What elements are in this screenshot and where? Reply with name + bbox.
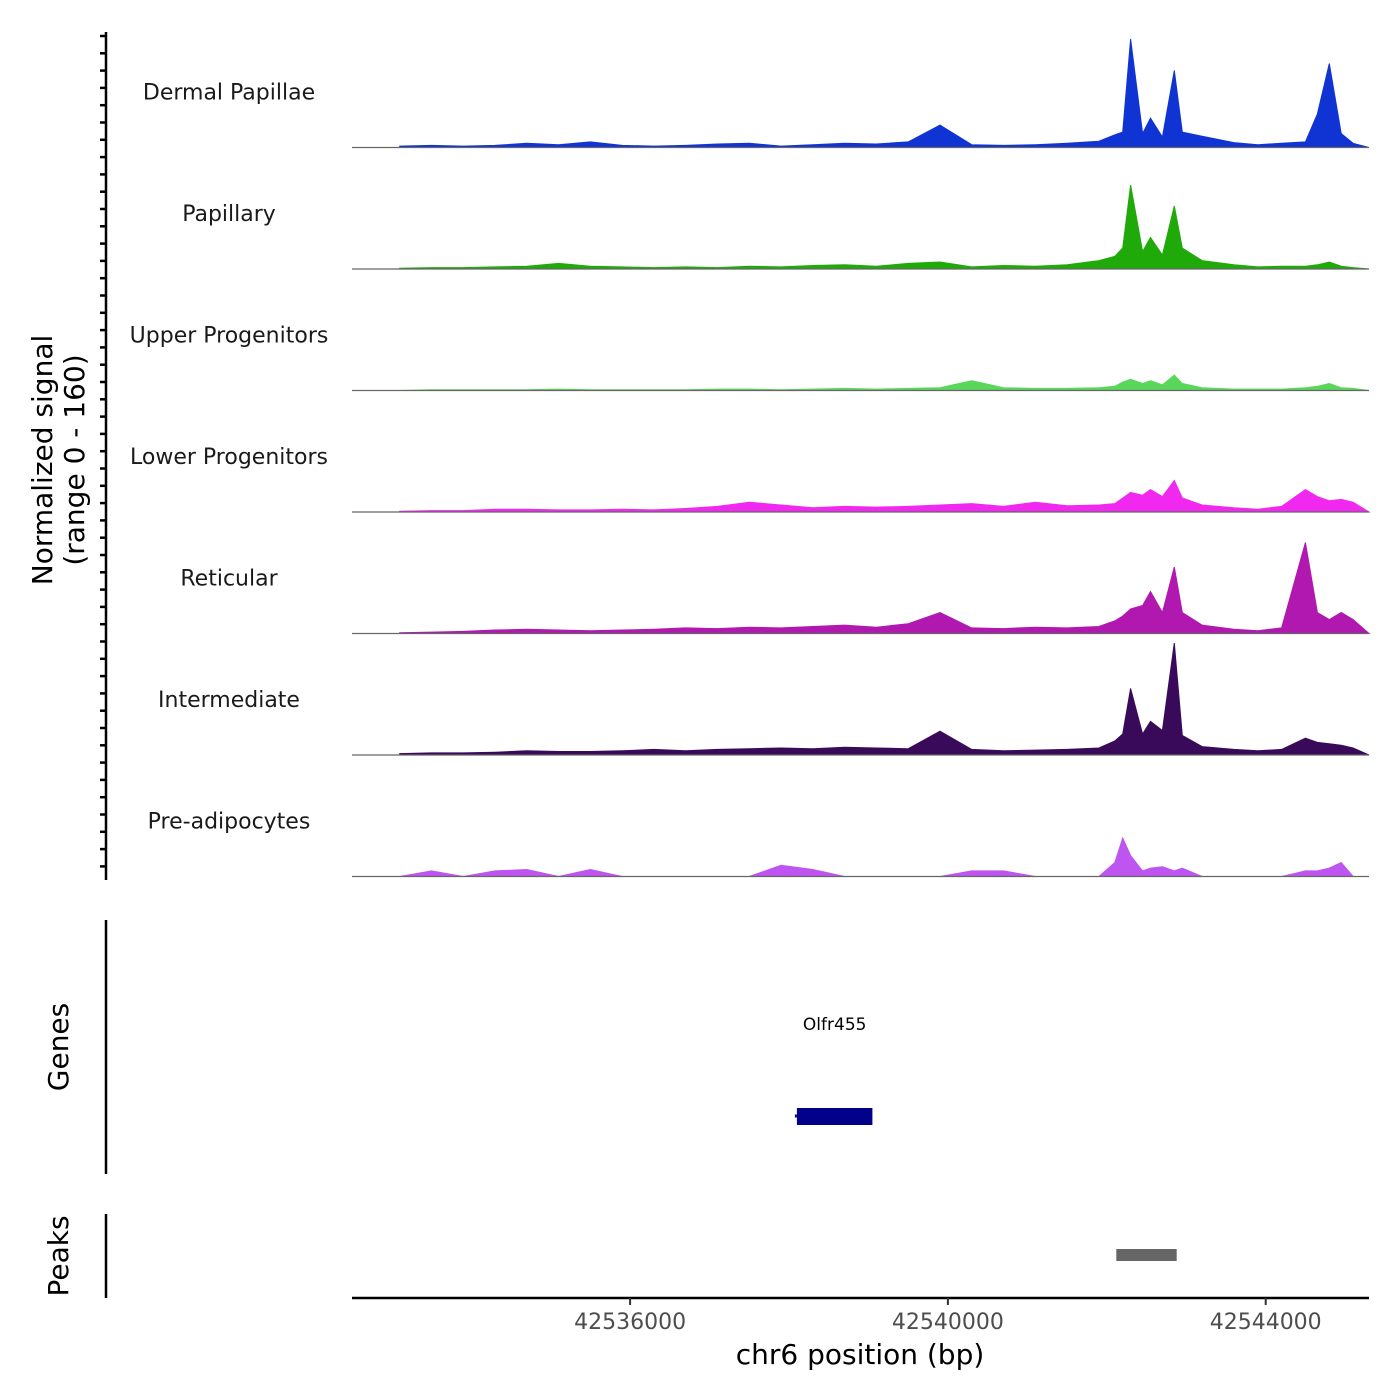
peak-region — [1116, 1249, 1177, 1261]
peaks-y-axis-title: Peaks — [42, 1215, 75, 1296]
signal-y-axis-title-line1: Normalized signal — [26, 335, 59, 586]
signal-area-intermediate — [399, 642, 1370, 756]
genes-y-axis-title: Genes — [42, 1003, 75, 1091]
track-label-reticular: Reticular — [180, 567, 278, 592]
signal-area-reticular — [399, 542, 1371, 634]
signal-area-papillary — [399, 184, 1370, 270]
track-label-lower-progenitors: Lower Progenitors — [130, 445, 328, 470]
x-tick-label: 42544000 — [1210, 1310, 1322, 1335]
signal-y-axis-ticks — [100, 34, 106, 868]
track-upper-progenitors: Upper Progenitors — [130, 324, 1370, 392]
track-reticular: Reticular — [180, 542, 1371, 635]
track-lower-progenitors: Lower Progenitors — [130, 445, 1371, 513]
x-tick-label: 42540000 — [892, 1310, 1004, 1335]
signal-area-lower-progenitors — [399, 479, 1371, 513]
gene-body — [796, 1108, 873, 1125]
signal-y-axis-title-line2: (range 0 - 160) — [58, 354, 91, 565]
track-label-papillary: Papillary — [182, 202, 276, 227]
gene-track: Olfr455 — [794, 1015, 873, 1125]
signal-area-dermal-papillae — [399, 38, 1370, 148]
signal-area-upper-progenitors — [399, 374, 1370, 391]
track-label-intermediate: Intermediate — [158, 688, 300, 713]
track-intermediate: Intermediate — [158, 642, 1370, 756]
track-pre-adipocytes: Pre-adipocytes — [148, 810, 1369, 878]
x-axis-title: chr6 position (bp) — [736, 1338, 985, 1371]
track-label-pre-adipocytes: Pre-adipocytes — [148, 810, 311, 835]
signal-tracks: Dermal Papillae Papillary Upper Progenitor… — [130, 38, 1371, 878]
track-papillary: Papillary — [182, 184, 1370, 270]
peak-track — [1116, 1249, 1177, 1261]
x-axis-ticks: 42536000 42540000 42544000 — [574, 1298, 1322, 1335]
track-label-dermal-papillae: Dermal Papillae — [143, 81, 315, 106]
signal-area-pre-adipocytes — [399, 836, 1369, 878]
x-tick-label: 42536000 — [574, 1310, 686, 1335]
track-label-upper-progenitors: Upper Progenitors — [130, 324, 329, 349]
gene-label: Olfr455 — [803, 1015, 867, 1035]
track-dermal-papillae: Dermal Papillae — [143, 38, 1370, 149]
